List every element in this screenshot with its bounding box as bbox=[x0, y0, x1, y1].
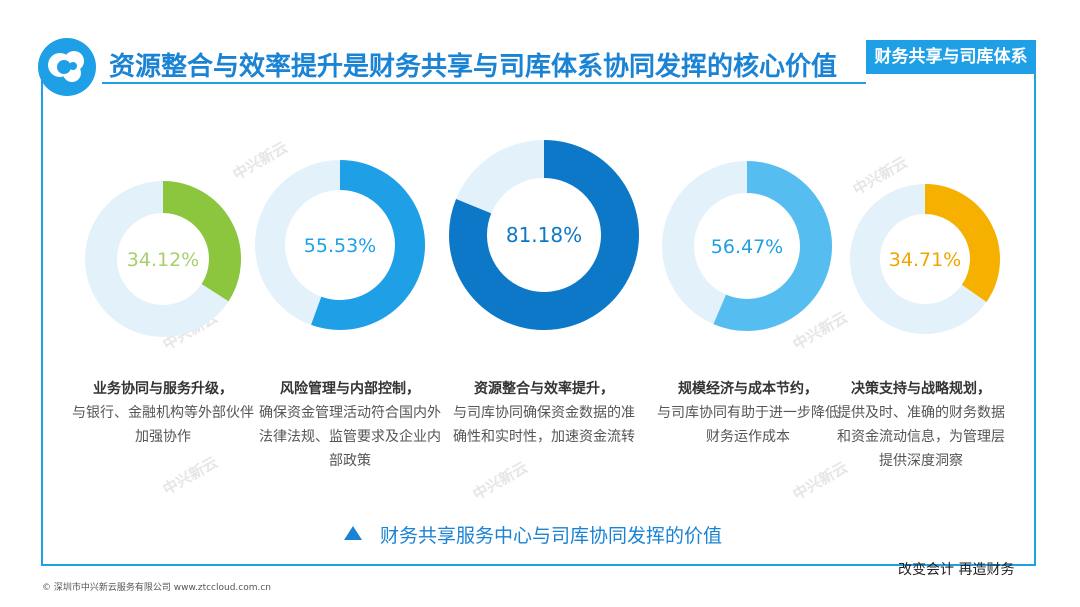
donut-value-label: 34.12% bbox=[127, 249, 199, 271]
item-text: 与银行、金融机构等外部伙伴加强协作 bbox=[72, 405, 254, 445]
donut-value-label: 55.53% bbox=[304, 235, 376, 257]
item-description: 风险管理与内部控制， 确保资金管理活动符合国内外法律法规、监管要求及企业内部政策 bbox=[255, 377, 445, 473]
donut-chart: 34.71% bbox=[850, 184, 1000, 334]
slogan: 改变会计 再造财务 bbox=[898, 562, 1015, 578]
donut-chart: 55.53% bbox=[255, 160, 425, 330]
title-underline bbox=[102, 82, 866, 84]
item-heading: 风险管理与内部控制， bbox=[280, 381, 420, 397]
item-heading: 决策支持与战略规划， bbox=[851, 381, 991, 397]
page-title: 资源整合与效率提升是财务共享与司库体系协同发挥的核心价值 bbox=[109, 52, 838, 82]
donut-value-arc bbox=[449, 140, 639, 330]
item-heading: 资源整合与效率提升， bbox=[474, 381, 614, 397]
donut-value-arc bbox=[311, 160, 425, 330]
donut-value-label: 34.71% bbox=[889, 249, 961, 271]
footer-copyright: © 深圳市中兴新云服务有限公司 www.ztccloud.com.cn bbox=[42, 583, 272, 593]
caption-text: 财务共享服务中心与司库协同发挥的价值 bbox=[380, 525, 723, 547]
donut-value-arc bbox=[924, 184, 1000, 302]
donut-value-label: 56.47% bbox=[711, 236, 783, 258]
item-text: 与司库协同确保资金数据的准确性和实时性，加速资金流转 bbox=[453, 405, 635, 445]
donut-chart: 56.47% bbox=[662, 161, 832, 331]
triangle-icon bbox=[344, 526, 362, 540]
item-text: 与司库协同有助于进一步降低财务运作成本 bbox=[657, 405, 839, 445]
donut-value-arc bbox=[162, 181, 241, 302]
donut-value-arc bbox=[713, 161, 832, 331]
item-description: 业务协同与服务升级， 与银行、金融机构等外部伙伴加强协作 bbox=[68, 377, 258, 449]
item-heading: 业务协同与服务升级， bbox=[93, 381, 233, 397]
content-frame bbox=[41, 72, 1036, 566]
item-description: 决策支持与战略规划， 提供及时、准确的财务数据和资金流动信息，为管理层提供深度洞… bbox=[832, 377, 1010, 473]
item-description: 规模经济与成本节约， 与司库协同有助于进一步降低财务运作成本 bbox=[653, 377, 843, 449]
item-text: 提供及时、准确的财务数据和资金流动信息，为管理层提供深度洞察 bbox=[837, 405, 1005, 469]
section-tag: 财务共享与司库体系 bbox=[866, 40, 1036, 74]
company-logo-icon bbox=[38, 38, 96, 96]
item-text: 确保资金管理活动符合国内外法律法规、监管要求及企业内部政策 bbox=[259, 405, 441, 469]
donut-chart: 81.18% bbox=[449, 140, 639, 330]
item-description: 资源整合与效率提升， 与司库协同确保资金数据的准确性和实时性，加速资金流转 bbox=[449, 377, 639, 449]
donut-chart: 34.12% bbox=[85, 181, 241, 337]
chart-caption: 财务共享服务中心与司库协同发挥的价值 bbox=[344, 521, 722, 548]
item-heading: 规模经济与成本节约， bbox=[678, 381, 818, 397]
donut-value-label: 81.18% bbox=[506, 223, 582, 247]
